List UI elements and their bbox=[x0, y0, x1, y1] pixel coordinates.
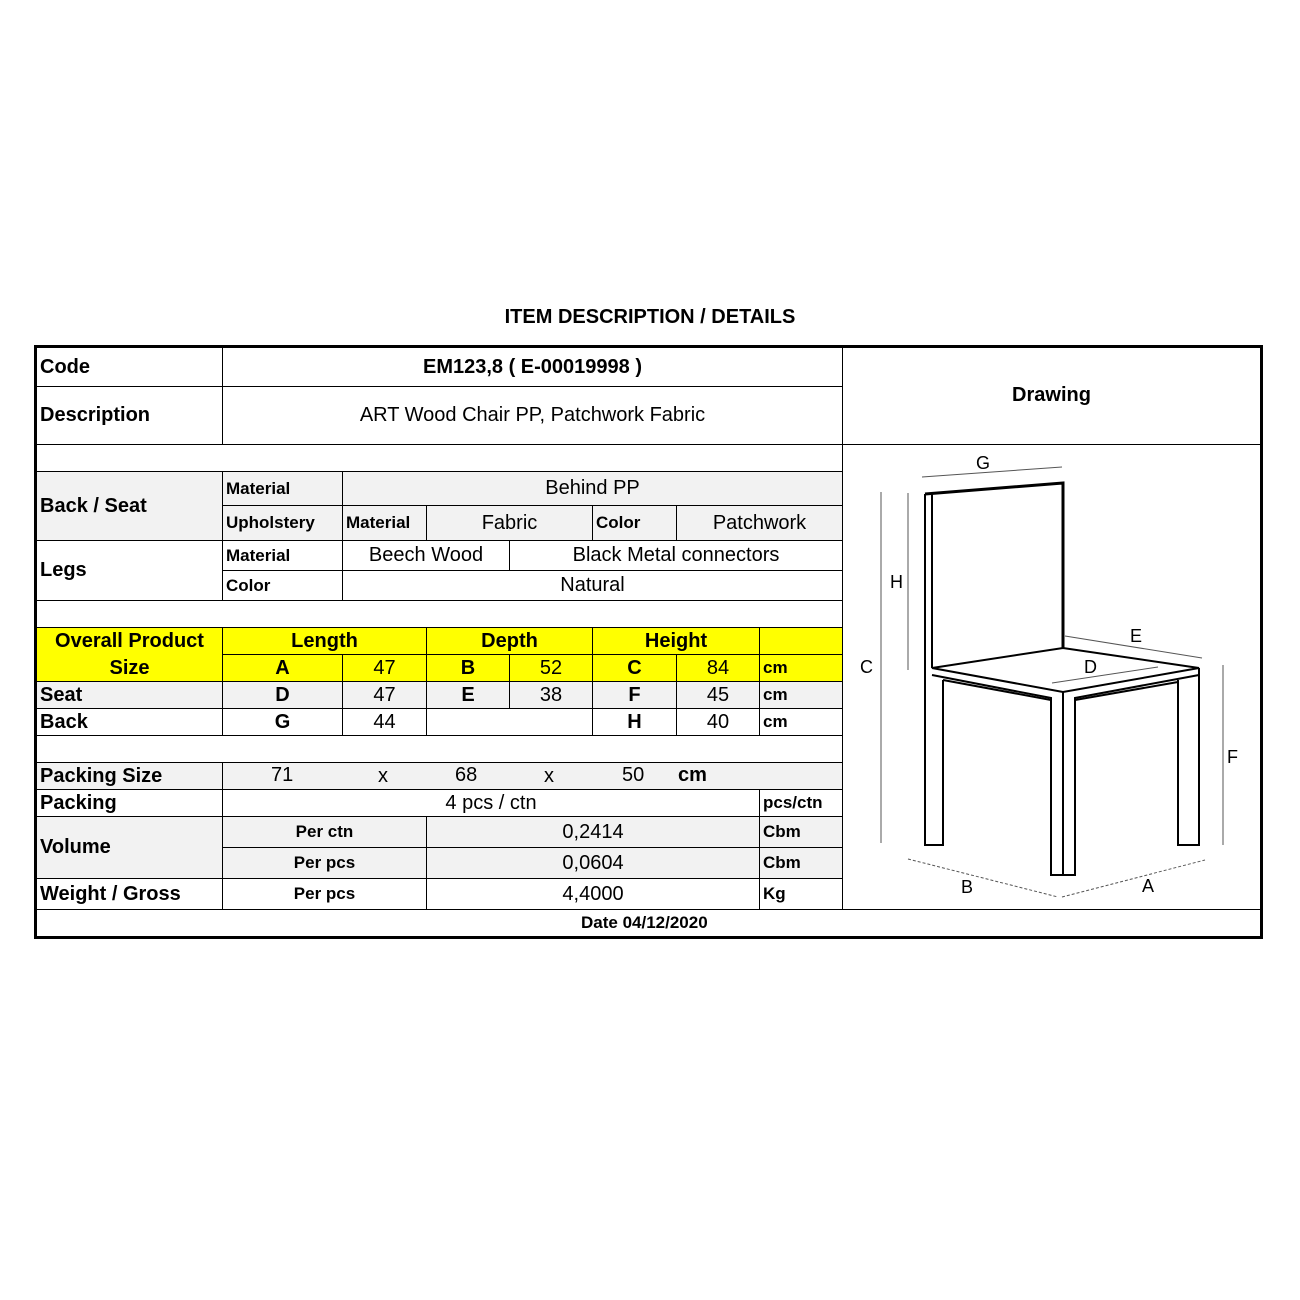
code-value: EM123,8 ( E-00019998 ) bbox=[222, 347, 843, 387]
back-seat-material-label: Material bbox=[222, 471, 343, 506]
dim-label-b: B bbox=[961, 877, 974, 897]
packing-width: 68 bbox=[455, 764, 478, 786]
dim-value: 47 bbox=[342, 681, 427, 709]
weight-label: Weight / Gross bbox=[36, 878, 223, 910]
dim-label-a: A bbox=[1142, 876, 1155, 896]
table-border bbox=[34, 345, 1263, 939]
dim-letter: B bbox=[426, 654, 510, 682]
description-label: Description bbox=[36, 386, 223, 445]
dimension-lines bbox=[880, 466, 1224, 898]
legs-material-value: Beech Wood bbox=[342, 540, 510, 571]
weight-unit: Kg bbox=[759, 878, 843, 910]
upholstery-material-value: Fabric bbox=[426, 505, 593, 541]
dim-value: 52 bbox=[509, 654, 593, 682]
packing-value: 4 pcs / ctn bbox=[222, 789, 760, 817]
dim-label-d: D bbox=[1084, 657, 1097, 677]
dim-label-f: F bbox=[1227, 747, 1238, 767]
packing-height: 50 bbox=[622, 764, 645, 786]
dim-value: 38 bbox=[509, 681, 593, 709]
seat-label: Seat bbox=[36, 681, 223, 709]
volume-unit: Cbm bbox=[759, 847, 843, 879]
dim-letter: H bbox=[592, 708, 677, 736]
dim-letter: F bbox=[592, 681, 677, 709]
description-value: ART Wood Chair PP, Patchwork Fabric bbox=[222, 386, 843, 445]
packing-size-row bbox=[222, 762, 843, 790]
upholstery-color-value: Patchwork bbox=[676, 505, 843, 541]
dim-value: 40 bbox=[676, 708, 760, 736]
length-header: Length bbox=[222, 627, 427, 655]
weight-per-pcs-label: Per pcs bbox=[222, 878, 427, 910]
back-seat-material-value: Behind PP bbox=[342, 471, 843, 506]
dim-value: 47 bbox=[342, 654, 427, 682]
blank-cell bbox=[426, 708, 593, 736]
legs-material-extra: Black Metal connectors bbox=[509, 540, 843, 571]
volume-per-ctn: 0,2414 bbox=[426, 816, 760, 848]
dim-value: 45 bbox=[676, 681, 760, 709]
dim-label-e: E bbox=[1130, 626, 1143, 646]
weight-value: 4,4000 bbox=[426, 878, 760, 910]
upholstery-label: Upholstery bbox=[222, 505, 343, 541]
legs-color-value: Natural bbox=[342, 570, 843, 601]
packing-size-label: Packing Size bbox=[36, 762, 223, 790]
packing-x: x bbox=[544, 765, 554, 787]
volume-label: Volume bbox=[36, 816, 223, 879]
dim-label-g: G bbox=[976, 453, 991, 473]
chair-outline bbox=[924, 481, 1200, 876]
dim-unit: cm bbox=[759, 654, 843, 682]
spacer-row bbox=[36, 600, 843, 628]
overall-size-label: Overall Product Size bbox=[36, 627, 223, 682]
document-title: ITEM DESCRIPTION / DETAILS bbox=[504, 306, 796, 328]
upholstery-material-label: Material bbox=[342, 505, 427, 541]
packing-x: x bbox=[378, 765, 388, 787]
volume-per-ctn-label: Per ctn bbox=[222, 816, 427, 848]
back-seat-label: Back / Seat bbox=[36, 471, 223, 541]
packing-unit: cm bbox=[678, 764, 707, 786]
packing-length: 71 bbox=[271, 764, 294, 786]
dim-value: 84 bbox=[676, 654, 760, 682]
dim-label-h: H bbox=[890, 572, 903, 592]
upholstery-color-label: Color bbox=[592, 505, 677, 541]
legs-material-label: Material bbox=[222, 540, 343, 571]
dim-label-c: C bbox=[860, 657, 873, 677]
